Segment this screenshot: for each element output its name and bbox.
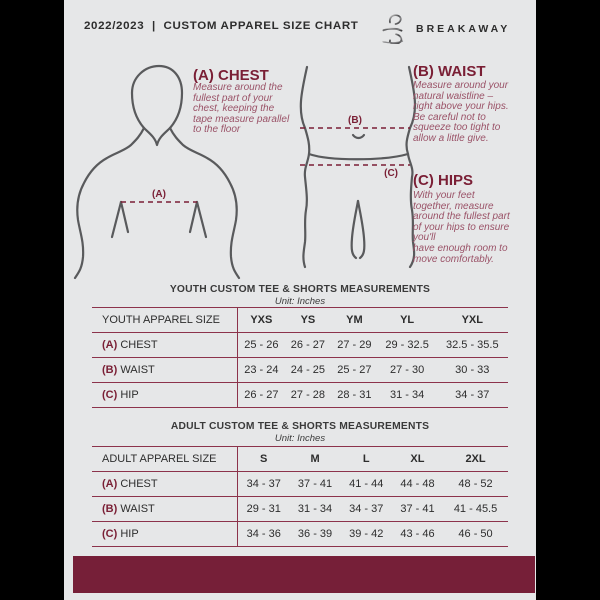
svg-text:(C): (C) (384, 168, 398, 179)
svg-text:(B): (B) (348, 115, 362, 126)
svg-text:(A): (A) (152, 189, 166, 200)
